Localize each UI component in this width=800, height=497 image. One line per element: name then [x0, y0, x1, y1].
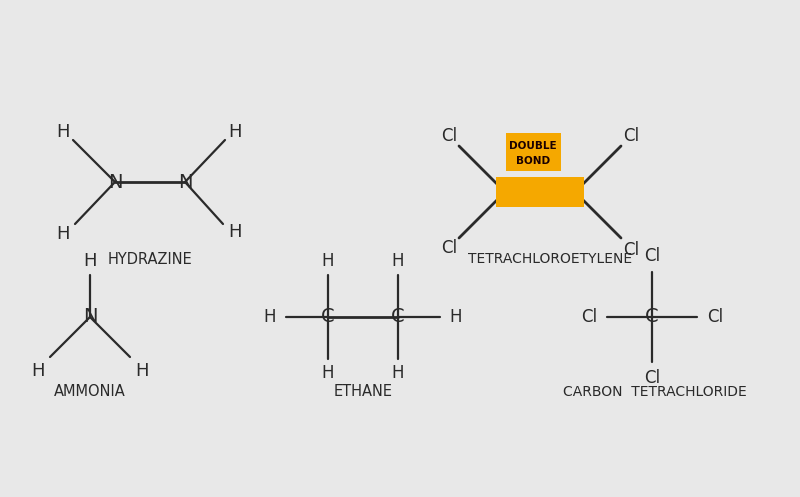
Text: C: C: [645, 308, 659, 327]
Text: N: N: [108, 172, 122, 191]
Text: BOND: BOND: [516, 156, 550, 166]
Text: CARBON  TETRACHLORIDE: CARBON TETRACHLORIDE: [563, 385, 747, 399]
Text: C: C: [321, 308, 335, 327]
Text: Cl: Cl: [581, 308, 597, 326]
Text: Cl: Cl: [707, 308, 723, 326]
Text: Cl: Cl: [623, 241, 639, 259]
Text: Cl: Cl: [644, 247, 660, 265]
Text: H: H: [450, 308, 462, 326]
Text: ETHANE: ETHANE: [334, 385, 393, 400]
FancyBboxPatch shape: [506, 133, 561, 171]
Text: AMMONIA: AMMONIA: [54, 385, 126, 400]
Text: Cl: Cl: [644, 369, 660, 387]
Text: C: C: [391, 308, 405, 327]
Text: Cl: Cl: [441, 239, 457, 257]
Text: HYDRAZINE: HYDRAZINE: [108, 251, 192, 266]
Text: H: H: [392, 364, 404, 382]
Text: H: H: [135, 362, 149, 380]
Text: H: H: [31, 362, 45, 380]
Text: Cl: Cl: [441, 127, 457, 145]
Text: Cl: Cl: [623, 127, 639, 145]
Text: H: H: [322, 252, 334, 270]
Text: N: N: [178, 172, 192, 191]
FancyBboxPatch shape: [496, 177, 584, 207]
Text: DOUBLE: DOUBLE: [509, 141, 557, 151]
Text: H: H: [264, 308, 276, 326]
Text: N: N: [82, 308, 98, 327]
Text: H: H: [392, 252, 404, 270]
Text: H: H: [56, 123, 70, 141]
Text: H: H: [228, 223, 242, 241]
Text: H: H: [228, 123, 242, 141]
Text: H: H: [322, 364, 334, 382]
Text: H: H: [56, 225, 70, 243]
Text: H: H: [83, 252, 97, 270]
Text: TETRACHLOROETYLENE: TETRACHLOROETYLENE: [468, 252, 632, 266]
